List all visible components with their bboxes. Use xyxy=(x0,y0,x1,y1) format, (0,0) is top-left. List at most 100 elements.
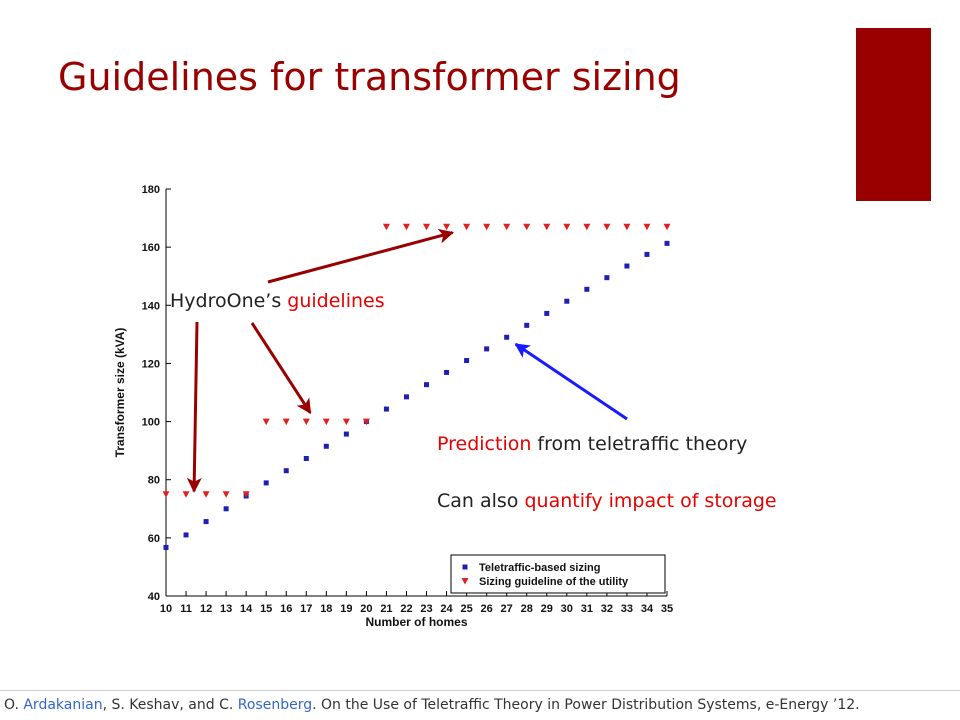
x-tick-label: 27 xyxy=(501,603,513,615)
guideline-point xyxy=(643,223,651,231)
hydroone-arrow xyxy=(267,228,455,284)
x-tick-label: 29 xyxy=(541,603,553,615)
teletraffic-point xyxy=(203,519,209,525)
guideline-point xyxy=(362,418,370,426)
guideline-point xyxy=(302,418,310,426)
guideline-point xyxy=(463,223,471,231)
x-tick-label: 18 xyxy=(320,603,332,615)
guideline-point xyxy=(503,223,511,231)
citation-author-1: Ardakanian xyxy=(23,697,103,713)
x-tick-label: 10 xyxy=(160,603,172,615)
prediction-highlight: Prediction xyxy=(437,433,532,455)
guideline-point xyxy=(623,223,631,231)
axes-layer: 40 60 80 100 120 140 160 180 10 11 12 13 14 15 16 17 18 1… xyxy=(113,184,673,629)
y-tick-label: 80 xyxy=(148,475,160,487)
x-tick-label: 26 xyxy=(481,603,493,615)
guideline-point xyxy=(423,223,431,231)
prediction-arrow xyxy=(514,342,628,421)
guideline-point xyxy=(443,223,451,231)
x-tick-label: 17 xyxy=(300,603,312,615)
x-tick-label: 13 xyxy=(220,603,232,615)
teletraffic-point xyxy=(424,382,430,388)
legend-box xyxy=(450,554,666,594)
guideline-point xyxy=(583,223,591,231)
guideline-point xyxy=(262,418,270,426)
guideline-point xyxy=(483,223,491,231)
prediction-text: from teletraffic theory xyxy=(531,433,748,455)
hydroone-callout: HydroOne’s guidelines xyxy=(170,290,385,312)
teletraffic-point xyxy=(323,443,329,449)
citation-footer: O. Ardakanian, S. Keshav, and C. Rosenbe… xyxy=(4,697,860,713)
x-tick-label: 20 xyxy=(360,603,372,615)
guideline-point xyxy=(242,491,250,498)
annotation-arrows xyxy=(186,228,628,493)
guideline-point xyxy=(202,491,210,498)
legend-marker-triangle xyxy=(461,578,469,585)
teletraffic-point xyxy=(604,275,610,281)
x-axis-label: Number of homes xyxy=(365,615,467,629)
hydroone-arrow xyxy=(250,322,312,415)
footer-divider xyxy=(0,690,960,691)
legend-label: Teletraffic-based sizing xyxy=(479,562,600,574)
x-tick-label: 22 xyxy=(400,603,412,615)
slide-title: Guidelines for transformer sizing xyxy=(58,55,681,99)
legend-marker-square xyxy=(462,564,468,570)
x-tick-label: 11 xyxy=(180,603,192,615)
y-tick-label: 180 xyxy=(142,184,160,196)
legend-label: Sizing guideline of the utility xyxy=(479,576,629,588)
guideline-point xyxy=(282,418,290,426)
teletraffic-point xyxy=(484,346,490,352)
teletraffic-point xyxy=(444,369,450,375)
teletraffic-point xyxy=(263,480,269,486)
teletraffic-point xyxy=(343,431,349,437)
teletraffic-point xyxy=(644,251,650,257)
teletraffic-point xyxy=(624,263,630,269)
citation-author-3: Rosenberg xyxy=(237,697,313,713)
x-tick-label: 28 xyxy=(521,603,533,615)
teletraffic-point xyxy=(403,394,409,400)
x-tick-label: 31 xyxy=(581,603,593,615)
teletraffic-point xyxy=(223,506,229,512)
teletraffic-point xyxy=(544,310,550,316)
teletraffic-point xyxy=(504,334,510,340)
guideline-point xyxy=(222,491,230,498)
guideline-point xyxy=(162,491,170,498)
x-tick-label: 35 xyxy=(661,603,673,615)
accent-rectangle xyxy=(856,28,931,201)
x-tick-label: 19 xyxy=(340,603,352,615)
teletraffic-point xyxy=(163,544,169,550)
teletraffic-point xyxy=(283,468,289,474)
x-tick-label: 21 xyxy=(380,603,392,615)
x-tick-label: 24 xyxy=(440,603,453,615)
plot-area xyxy=(166,189,667,596)
prediction-callout: Prediction from teletraffic theory xyxy=(437,433,747,455)
storage-text: Can also xyxy=(437,490,525,512)
x-tick-label: 12 xyxy=(200,603,212,615)
x-tick-label: 30 xyxy=(561,603,573,615)
x-tick-label: 14 xyxy=(240,603,253,615)
teletraffic-point xyxy=(464,358,470,364)
y-tick-label: 160 xyxy=(142,242,160,254)
storage-highlight: quantify impact of storage xyxy=(524,490,777,512)
x-tick-label: 32 xyxy=(601,603,613,615)
teletraffic-point xyxy=(564,298,570,304)
guideline-point xyxy=(322,418,330,426)
guideline-point xyxy=(523,223,531,231)
guideline-point xyxy=(663,223,671,231)
hydroone-text: HydroOne’s xyxy=(170,290,288,312)
legend: Teletraffic-based sizing Sizing guideline… xyxy=(450,554,666,594)
y-tick-label: 40 xyxy=(148,591,160,603)
guideline-point xyxy=(382,223,390,231)
y-tick-label: 140 xyxy=(142,300,160,312)
guidelines-highlight: guidelines xyxy=(287,290,385,312)
teletraffic-point xyxy=(664,240,670,246)
teletraffic-point xyxy=(303,455,309,461)
guideline-point xyxy=(603,223,611,231)
guideline-point xyxy=(342,418,350,426)
x-tick-label: 15 xyxy=(260,603,272,615)
x-tick-label: 25 xyxy=(460,603,472,615)
citation-part-1: O. xyxy=(4,697,24,713)
x-tick-label: 23 xyxy=(420,603,432,615)
x-tick-label: 34 xyxy=(641,603,654,615)
